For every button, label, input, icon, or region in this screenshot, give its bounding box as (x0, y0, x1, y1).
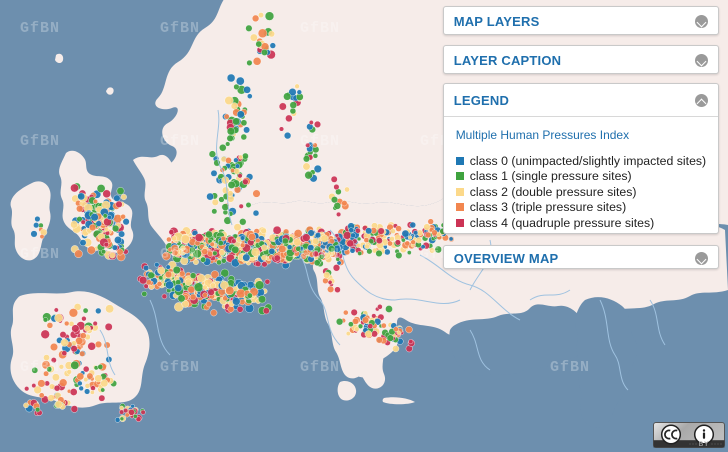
svg-text:BY: BY (699, 441, 710, 448)
